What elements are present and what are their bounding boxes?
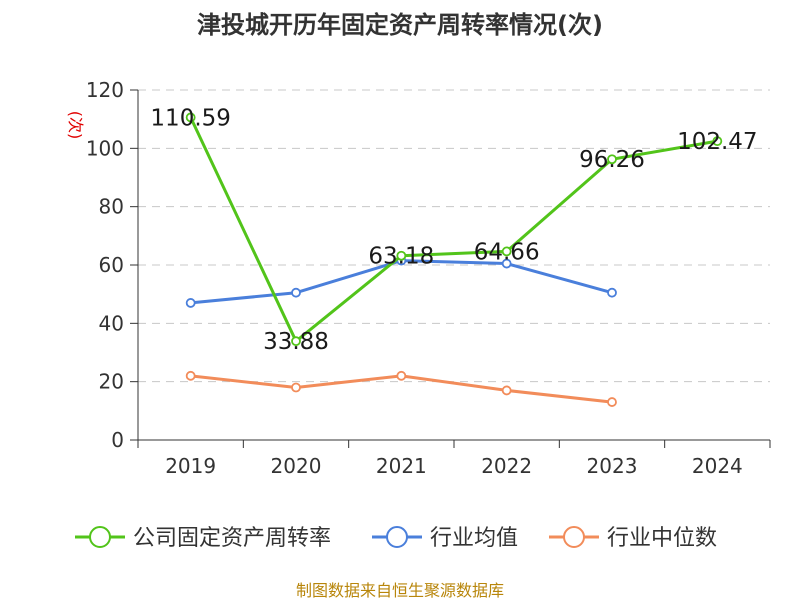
data-point — [185, 370, 196, 381]
source-note: 制图数据来自恒生聚源数据库 — [296, 581, 504, 600]
data-labels: 110.59 33.88 63.18 64.66 96.26 102.47 — [150, 105, 757, 355]
data-point — [291, 382, 301, 393]
y-tick-label: 80 — [99, 195, 124, 219]
axes: 0 20 40 60 80 100 120 2019 2020 2021 2022 2023 2024 — [86, 78, 771, 478]
data-label: 110.59 — [150, 105, 230, 131]
x-tick-label: 2024 — [692, 454, 743, 478]
data-point — [185, 298, 196, 308]
data-point — [291, 287, 301, 298]
series-layer — [185, 112, 723, 407]
data-label: 64.66 — [474, 239, 540, 265]
grid — [138, 89, 770, 383]
data-point — [291, 336, 301, 347]
data-label: 102.47 — [677, 129, 757, 155]
legend-label: 行业均值 — [430, 526, 518, 551]
x-tick-label: 2020 — [271, 454, 322, 478]
legend: 公司固定资产周转率 行业均值 行业中位数 — [75, 526, 717, 551]
data-point — [396, 250, 407, 261]
data-point — [607, 287, 617, 298]
legend-marker — [563, 526, 585, 548]
y-tick-label: 60 — [99, 253, 124, 277]
data-point — [607, 397, 617, 407]
y-tick-label: 100 — [86, 136, 124, 160]
data-point — [501, 258, 512, 269]
x-tick-label: 2022 — [481, 454, 532, 478]
data-point — [607, 154, 617, 165]
chart-title: 津投城开历年固定资产周转率情况(次) — [197, 11, 603, 39]
x-tick-label: 2023 — [587, 454, 638, 478]
data-label: 63.18 — [368, 244, 434, 270]
x-tick-label: 2019 — [165, 454, 216, 478]
y-tick-label: 40 — [99, 311, 124, 335]
legend-label: 行业中位数 — [607, 526, 717, 551]
data-point — [501, 246, 512, 257]
y-tick-label: 120 — [86, 78, 124, 102]
series-line — [189, 116, 718, 343]
legend-marker — [386, 526, 408, 548]
data-point — [185, 112, 196, 123]
data-point — [396, 370, 407, 381]
x-tick-label: 2021 — [376, 454, 427, 478]
y-axis-unit-label: (次) — [66, 111, 85, 140]
data-point — [501, 385, 512, 396]
data-label: 96.26 — [579, 147, 645, 173]
y-tick-label: 0 — [111, 428, 124, 452]
legend-marker — [89, 526, 111, 548]
data-label: 33.88 — [263, 329, 329, 355]
data-point — [712, 136, 723, 147]
legend-label: 公司固定资产周转率 — [133, 526, 331, 551]
y-tick-label: 20 — [99, 370, 124, 394]
